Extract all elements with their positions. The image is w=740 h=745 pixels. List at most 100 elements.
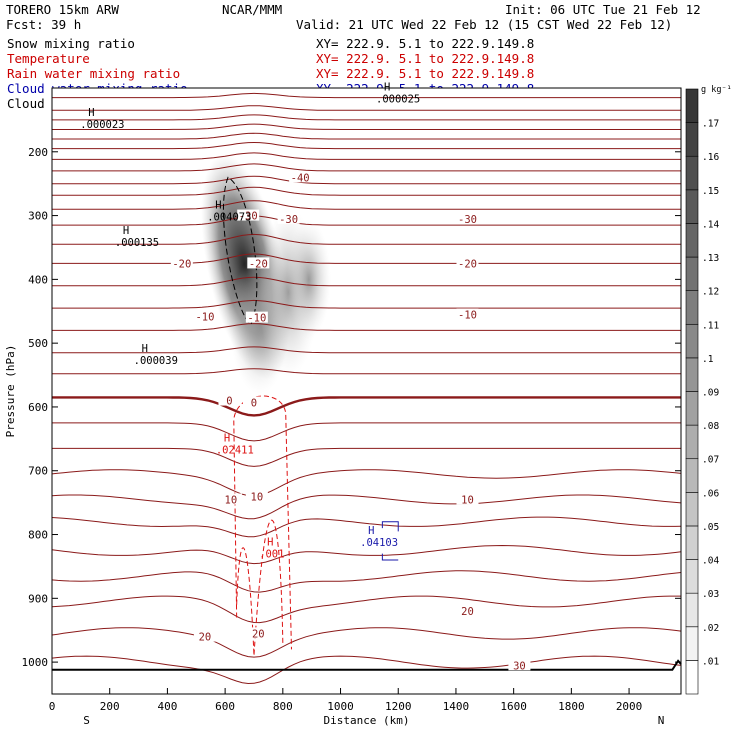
maximum-marker: H (224, 432, 230, 444)
colorbar-label: .1 (702, 354, 714, 365)
x-tick-label: 1400 (443, 700, 470, 713)
y-tick-label: 600 (28, 401, 48, 414)
label-background (219, 493, 242, 505)
north-label: N (658, 714, 665, 727)
temperature-contour (51, 494, 682, 520)
snow-lobe (286, 219, 331, 340)
x-tick-label: 600 (215, 700, 235, 713)
maximum-marker: H (368, 525, 374, 537)
label-background (218, 394, 241, 406)
colorbar-cell (685, 391, 699, 426)
temperature-label: -20 (172, 258, 191, 270)
y-tick-label: 500 (28, 337, 48, 350)
label-background (456, 212, 479, 224)
colorbar-label: .05 (702, 522, 719, 533)
colorbar-cell (685, 626, 699, 661)
south-label: S (83, 714, 90, 727)
y-tick-label: 400 (28, 273, 48, 286)
forecast-hour: Fcst: 39 h (6, 17, 81, 32)
temperature-label: 20 (252, 628, 265, 640)
x-tick-label: 1600 (500, 700, 527, 713)
temperature-contour (52, 346, 681, 354)
model-title: TORERO 15km ARW (6, 2, 119, 17)
temperature-label: -30 (239, 211, 258, 223)
cloud-ice-contour (222, 176, 258, 325)
label-background (247, 257, 270, 269)
temperature-label: 10 (461, 494, 474, 506)
temperature-contour (52, 253, 681, 264)
x-tick-label: 1800 (558, 700, 585, 713)
colorbar-label: .11 (702, 320, 719, 331)
temperature-contour (52, 92, 681, 99)
label-background (245, 311, 268, 323)
colorbar-cell (685, 592, 699, 628)
label-background (277, 212, 300, 224)
cloud-water-contour (381, 553, 399, 561)
label-background (456, 308, 479, 320)
temperature-label: -30 (279, 214, 298, 226)
temperature-contour (51, 516, 682, 538)
field-xy: XY= 222.9. 5.1 to 222.9.149.8 (316, 51, 534, 66)
temperature-contour (52, 299, 681, 309)
axes: 0 200 400 600 800 1000 1200 1400 1600 1800 2000200… (4, 146, 681, 727)
label-background (242, 396, 265, 408)
label-background (170, 257, 193, 269)
colorbar-label: .17 (702, 119, 719, 130)
temperature-contour (52, 276, 681, 287)
label-background (508, 659, 531, 671)
temperature-contour (52, 447, 681, 467)
y-tick-label: 900 (28, 592, 48, 605)
temperature-label: 10 (251, 491, 264, 503)
temperature-contour (52, 132, 681, 140)
colorbar-cell (685, 424, 699, 460)
maximum-value: .000023 (80, 119, 124, 131)
y-tick-label: 700 (28, 465, 48, 478)
label-background (456, 493, 479, 505)
colorbar-label: .14 (702, 219, 719, 230)
temperature-contour (52, 175, 681, 185)
maximum-marker: H (215, 200, 221, 212)
maximum-marker: H (123, 225, 129, 237)
colorbar-label: .04 (702, 556, 719, 567)
label-background (456, 605, 479, 617)
x-tick-label: 200 (100, 700, 120, 713)
label-background (193, 310, 216, 322)
maximum-marker: H (142, 343, 148, 355)
colorbar-cell (685, 458, 699, 493)
temperature-contour (52, 215, 681, 226)
header: TORERO 15km ARW NCAR/MMM Init: 06 UTC Tu… (6, 2, 701, 32)
maximum-marker: H (267, 536, 273, 548)
colorbar-cell (685, 223, 699, 258)
temperature-contour (52, 396, 681, 417)
label-background (237, 209, 260, 221)
colorbar-cell (685, 323, 699, 359)
colorbar-cell (685, 357, 699, 392)
plot-area (52, 88, 681, 694)
colorbar-cell (685, 155, 699, 191)
x-axis-label: Distance (km) (323, 714, 409, 727)
temperature-contour (52, 368, 681, 375)
colorbar-label: .01 (702, 656, 719, 667)
x-tick-label: 800 (273, 700, 293, 713)
temperature-contour (51, 655, 682, 685)
colorbar-cell (685, 492, 699, 527)
colorbar-cell (685, 660, 699, 695)
maximum-marker: H (88, 107, 94, 119)
x-tick-label: 0 (49, 700, 56, 713)
x-tick-label: 2000 (616, 700, 643, 713)
maximum-value: .000039 (134, 355, 178, 367)
maximum-value: .004073 (207, 212, 251, 224)
colorbar-label: .13 (702, 253, 719, 264)
temperature-contour (51, 544, 682, 565)
temperature-contour (52, 152, 681, 160)
temperature-contour (52, 163, 681, 172)
temperature-label: 20 (461, 606, 474, 618)
temperature-contour (52, 200, 681, 210)
colorbar-label: .16 (702, 152, 719, 163)
temperature-contours (51, 92, 682, 685)
valid-time: Valid: 21 UTC Wed 22 Feb 12 (15 CST Wed … (296, 17, 672, 32)
temperature-contour (52, 141, 681, 150)
colorbar-cell (685, 189, 699, 224)
colorbar-label: .08 (702, 421, 719, 432)
